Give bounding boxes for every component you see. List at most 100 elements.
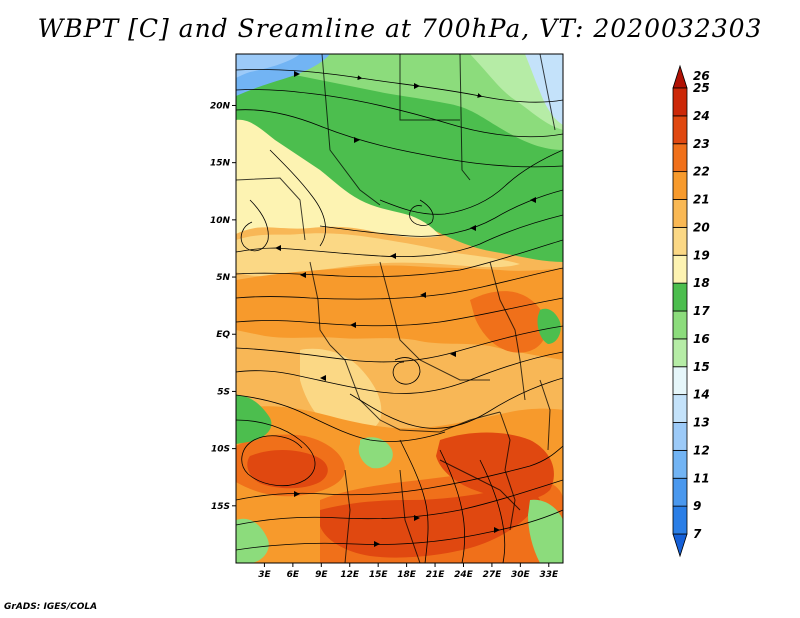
streamline	[236, 479, 563, 526]
wbpt-zone-sahel-yellow	[236, 119, 440, 238]
streamlines	[236, 69, 563, 563]
streamline	[236, 239, 563, 278]
colorbar-cap-top	[672, 64, 688, 89]
lon-label: 9E	[315, 570, 328, 580]
wbpt-zone-east-green	[537, 308, 561, 344]
streamline	[236, 109, 563, 168]
streamline	[479, 459, 506, 563]
streamline	[236, 509, 563, 551]
grads-credit: GrADS: IGES/COLA	[4, 602, 98, 612]
lon-label: 21E	[426, 570, 446, 580]
colorbar-swatch	[672, 394, 688, 423]
colorbar-label: 13	[693, 416, 710, 430]
colorbar-swatch	[672, 422, 688, 451]
lon-label: 12E	[340, 570, 360, 580]
wbpt-zone-northeast-lightblue	[525, 54, 563, 125]
lon-label: 33E	[539, 570, 559, 580]
wbpt-zone-south-red-core	[320, 488, 540, 558]
colorbar-label: 26	[693, 69, 710, 83]
streamline	[240, 199, 269, 252]
lon-label: 24E	[454, 570, 474, 580]
lon-label: 30E	[511, 570, 531, 580]
longitude-axis: 3E 6E 9E 12E 15E 18E 21E 24E 27E 30E 33E	[258, 563, 559, 580]
streamline	[349, 377, 563, 429]
colorbar-label: 21	[693, 193, 710, 207]
wbpt-zone-central-yellow	[300, 348, 382, 435]
colorbar-swatch	[672, 366, 688, 396]
lat-label: 5N	[216, 273, 230, 283]
streamline	[269, 149, 326, 247]
streamline-arrows	[275, 71, 536, 547]
colorbar-swatch	[672, 254, 688, 284]
streamline	[236, 351, 563, 394]
lon-label: 15E	[369, 570, 389, 580]
streamline	[409, 199, 434, 226]
lat-label: 20N	[210, 101, 231, 111]
lat-label: 5S	[217, 387, 230, 397]
streamline	[236, 89, 563, 138]
latitude-axis: 20N 15N 10N 5N EQ 5S 10S 15S	[210, 101, 236, 512]
colorbar-swatch	[672, 338, 688, 368]
colorbar-label: 24	[693, 109, 710, 123]
colorbar-swatch	[672, 477, 688, 507]
streamline	[439, 449, 466, 563]
colorbar-label: 12	[693, 443, 710, 457]
colorbar-swatch	[672, 282, 688, 312]
colorbar-label: 22	[693, 165, 710, 179]
lat-label: EQ	[216, 330, 230, 340]
colorbar-swatch	[672, 505, 688, 535]
colorbar-swatch	[672, 199, 688, 228]
colorbar-label: 7	[693, 527, 702, 541]
lat-label: 15S	[211, 502, 230, 512]
lat-label: 15N	[210, 159, 231, 169]
colorbar-label: 25	[693, 81, 710, 95]
lon-label: 6E	[287, 570, 300, 580]
wbpt-zone-equatorial-orange	[236, 265, 563, 360]
streamline	[236, 325, 563, 363]
streamline	[236, 69, 563, 103]
streamline	[236, 394, 446, 442]
colorbar-swatch	[672, 310, 688, 340]
colorbar-label: 11	[693, 471, 710, 485]
colorbar-label: 23	[693, 137, 710, 151]
colorbar-swatch	[672, 87, 688, 117]
colorbar-label: 9	[693, 499, 701, 513]
colorbar-label: 14	[693, 388, 710, 402]
streamline	[236, 419, 316, 486]
colorbar-label: 20	[693, 220, 710, 234]
streamline	[236, 214, 563, 258]
lat-label: 10S	[211, 445, 230, 455]
colorbar-swatch	[672, 449, 688, 479]
wbpt-zone-northwest-lightblue	[236, 54, 300, 78]
colorbar-label: 15	[693, 360, 710, 374]
colorbar-label: 18	[693, 276, 710, 290]
streamline	[236, 297, 563, 327]
streamline	[399, 439, 429, 563]
streamline	[319, 189, 563, 237]
colorbar-swatch	[672, 171, 688, 200]
wbpt-zone-southwest-green	[236, 395, 272, 444]
map-panel	[236, 54, 563, 563]
streamline	[236, 267, 563, 300]
wbpt-zone-central-green	[358, 437, 393, 469]
colorbar-label: 17	[693, 304, 710, 318]
colorbar-cap-bottom	[672, 533, 688, 558]
colorbar-label: 19	[693, 248, 710, 262]
lon-label: 18E	[397, 570, 417, 580]
map-title: WBPT [C] and Sreamline at 700hPa, VT: 20…	[37, 14, 763, 43]
wbpt-zone-southeast-red	[436, 432, 554, 500]
wbpt-zone-southeast-green	[528, 499, 563, 563]
wbpt-zone-southwest-light-green	[236, 518, 269, 563]
map-frame	[235, 53, 564, 564]
lon-label: 27E	[483, 570, 503, 580]
lon-label: 3E	[258, 570, 271, 580]
colorbar-label: 16	[693, 332, 710, 346]
lat-label: 10N	[210, 216, 231, 226]
streamline	[392, 357, 421, 385]
colorbar-swatch	[672, 115, 688, 145]
colorbar-swatch	[672, 143, 688, 173]
wbpt-zone-east-dark-orange	[470, 291, 547, 353]
wbpt-zone-south-red-west-core	[247, 450, 328, 489]
